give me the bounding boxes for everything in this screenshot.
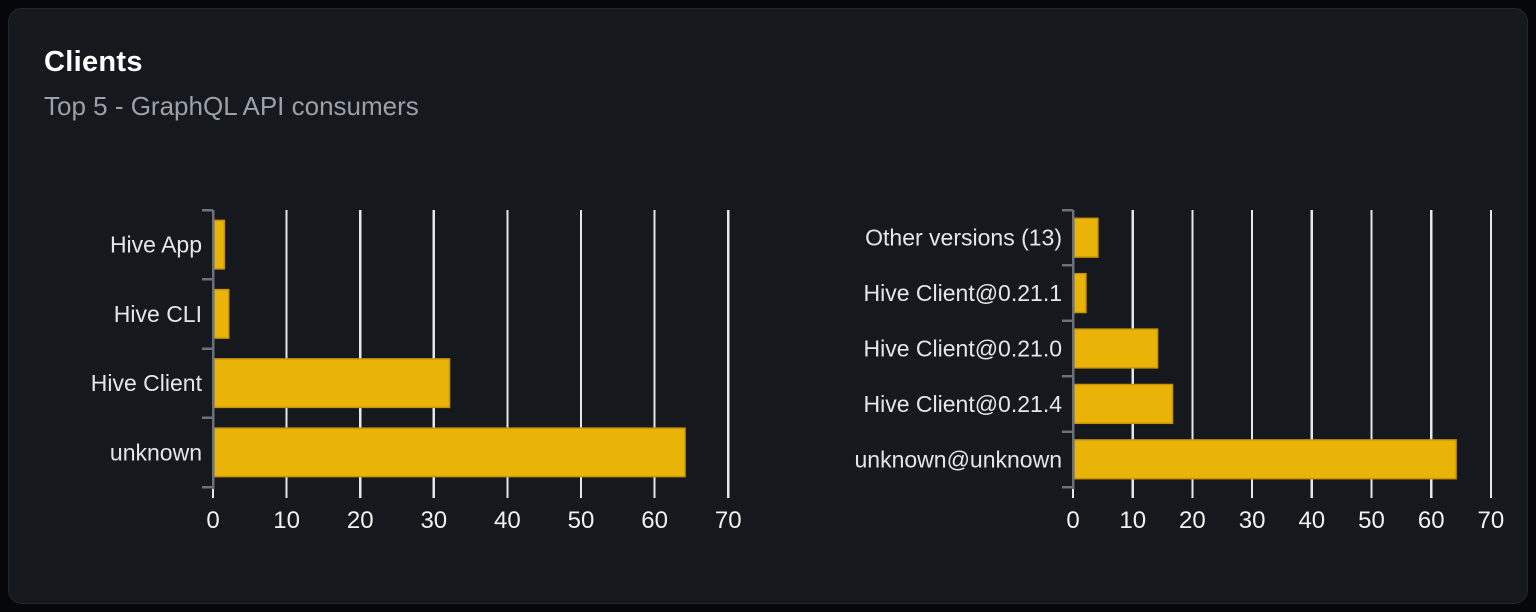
x-tick-label: 70 [715, 507, 742, 534]
category-label: Hive CLI [114, 301, 202, 327]
x-tick-label: 40 [494, 507, 521, 534]
x-tick-label: 60 [641, 507, 668, 534]
panel-header: Clients Top 5 - GraphQL API consumers [44, 45, 419, 121]
clients-bar-chart: 0 10 20 30 40 50 60 70 Hive App Hive CLI Hive Clie… [91, 208, 742, 534]
bar [213, 358, 451, 409]
x-tick-label: 30 [420, 507, 447, 534]
x-tick-label: 50 [568, 507, 595, 534]
x-tick-label: 60 [1418, 507, 1445, 534]
bar [1073, 272, 1087, 314]
x-tick-label: 20 [347, 507, 374, 534]
bar [213, 427, 686, 478]
category-label: unknown [110, 439, 202, 465]
category-label: Hive Client@0.21.0 [864, 336, 1063, 362]
x-tick-label: 40 [1298, 507, 1325, 534]
x-tick-label: 30 [1239, 507, 1266, 534]
x-tick-label: 20 [1179, 507, 1206, 534]
x-tick-label: 0 [1066, 507, 1079, 534]
bar [213, 219, 226, 270]
panel-title: Clients [44, 46, 143, 78]
x-tick-label: 10 [1119, 507, 1146, 534]
bar [213, 288, 230, 339]
bar [1073, 439, 1457, 480]
client-versions-bar-chart: 0 10 20 30 40 50 60 70 Other versions (13) Hive C… [855, 208, 1505, 534]
bar [1073, 328, 1159, 369]
category-label: Hive Client [91, 370, 203, 396]
bar [1073, 217, 1099, 258]
category-label: unknown@unknown [855, 446, 1062, 472]
category-label: Other versions (13) [865, 225, 1062, 251]
category-label: Hive App [110, 232, 202, 258]
bar [1073, 383, 1174, 425]
x-tick-label: 70 [1478, 507, 1505, 534]
x-tick-label: 0 [206, 507, 219, 534]
category-label: Hive Client@0.21.1 [864, 280, 1063, 306]
panel-subtitle: Top 5 - GraphQL API consumers [44, 91, 419, 121]
x-tick-label: 50 [1358, 507, 1385, 534]
x-tick-label: 10 [273, 507, 300, 534]
clients-panel: Clients Top 5 - GraphQL API consumers [8, 8, 1528, 604]
category-label: Hive Client@0.21.4 [864, 391, 1063, 417]
